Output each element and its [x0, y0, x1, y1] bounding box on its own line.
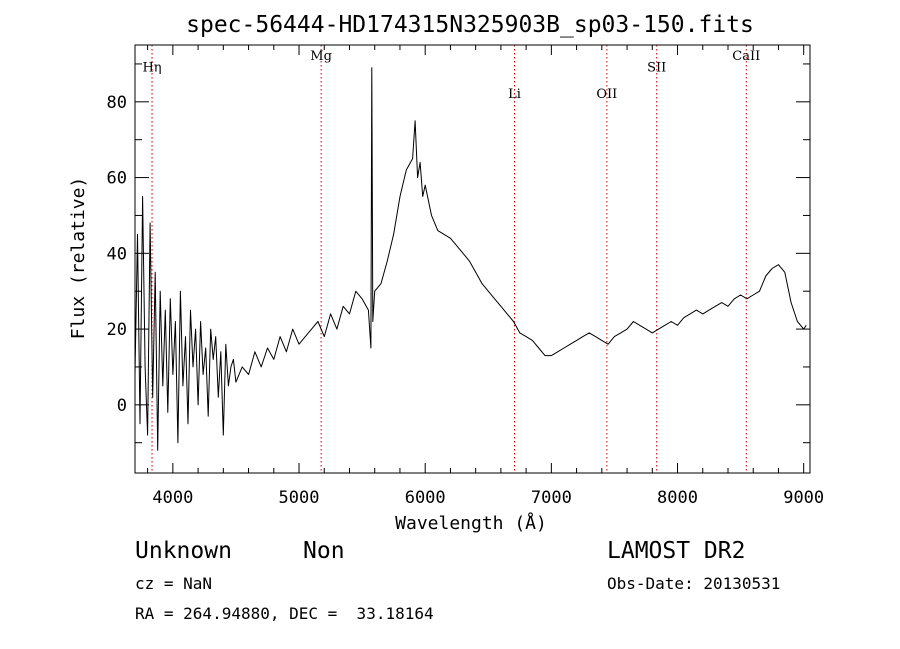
spectral-line-label: OII	[596, 87, 617, 102]
y-axis-ticks: 0 20 40 60 80	[107, 63, 810, 444]
survey-text: LAMOST DR2	[607, 538, 746, 564]
y-tick-label: 0	[117, 396, 127, 416]
spectral-line-markers: Hη Mg Li OII SII CaII	[142, 45, 760, 473]
spectral-line-label: Hη	[142, 61, 161, 76]
x-tick-label: 4000	[152, 488, 193, 508]
x-axis-label: Wavelength (Å)	[395, 512, 547, 534]
redshift-text: cz = NaN	[135, 574, 213, 593]
x-tick-label: 6000	[405, 488, 446, 508]
chart-title: spec-56444-HD174315N325903B_sp03-150.fit…	[186, 12, 754, 38]
x-tick-label: 8000	[657, 488, 698, 508]
y-tick-label: 20	[107, 320, 127, 340]
coordinates-text: RA = 264.94880, DEC = 33.18164	[135, 604, 434, 623]
x-tick-label: 5000	[279, 488, 320, 508]
y-tick-label: 60	[107, 169, 127, 189]
spectral-line-label: Li	[508, 87, 521, 102]
x-tick-label: 7000	[531, 488, 572, 508]
x-tick-label: 9000	[783, 488, 824, 508]
object-class-text: Unknown	[135, 538, 232, 564]
spectrum-data-layer	[134, 67, 807, 451]
y-tick-label: 40	[107, 244, 127, 264]
spectral-line-label: Mg	[310, 49, 332, 64]
y-tick-label: 80	[107, 93, 127, 113]
y-axis-label-group: Flux (relative)	[68, 177, 89, 340]
plot-frame	[134, 44, 811, 474]
y-axis-label: Flux (relative)	[68, 177, 89, 340]
spectrum-series-line	[134, 67, 807, 451]
x-axis-ticks: 4000 5000 6000 7000 8000 9000	[147, 45, 824, 508]
obs-date-text: Obs-Date: 20130531	[607, 574, 781, 593]
spectral-line-label: CaII	[732, 49, 760, 64]
object-subclass-text: Non	[303, 538, 345, 564]
spectral-line-label: SII	[647, 61, 666, 76]
